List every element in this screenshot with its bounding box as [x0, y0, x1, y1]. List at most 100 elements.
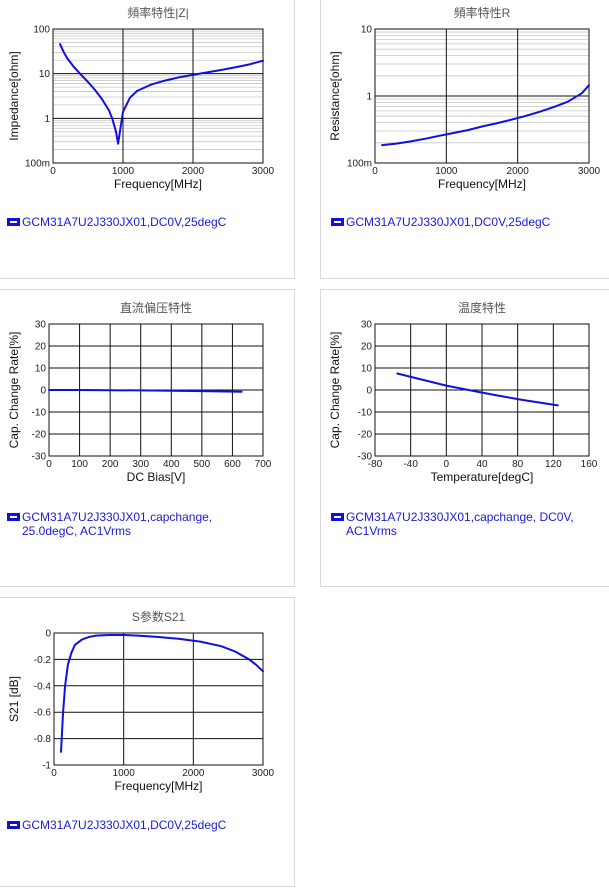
x-tick-label-resistance: 1000 [435, 166, 458, 177]
y-axis-label-resistance: Resistance[ohm] [328, 51, 342, 140]
y-tick-label-s21: -1 [42, 761, 51, 772]
legend-label-dc-bias: GCM31A7U2J330JX01,capchange, 25.0degC, A… [22, 510, 213, 538]
y-tick-label-dc-bias: 20 [35, 342, 47, 353]
y-tick-label-dc-bias: -20 [32, 430, 47, 441]
chart-title-temperature: 温度特性 [458, 300, 506, 315]
y-tick-label-temperature: -10 [358, 408, 373, 419]
x-tick-label-temperature: 120 [545, 459, 562, 470]
x-tick-label-s21: 1000 [113, 768, 136, 779]
legend-label-temperature: GCM31A7U2J330JX01,capchange, DC0V, AC1Vr… [346, 510, 574, 538]
legend-swatch-resistance [331, 218, 344, 226]
y-tick-label-impedance: 100 [33, 25, 50, 36]
series-line-dc-bias [48, 389, 243, 393]
x-tick-label-dc-bias: 600 [224, 459, 241, 470]
y-tick-label-s21: 0 [45, 629, 51, 640]
y-tick-label-temperature: 20 [361, 342, 373, 353]
y-tick-label-resistance: 100m [347, 159, 372, 170]
plot-frame-s21 [53, 632, 264, 766]
y-axis-label-temperature: Cap. Change Rate[%] [328, 332, 342, 449]
plot-frame-resistance [374, 28, 590, 164]
x-tick-label-impedance: 3000 [252, 166, 275, 177]
y-tick-label-resistance: 10 [361, 25, 373, 36]
x-tick-label-dc-bias: 100 [71, 459, 88, 470]
y-tick-label-s21: -0.8 [34, 734, 52, 745]
legend-dc-bias: GCM31A7U2J330JX01,capchange, 25.0degC, A… [7, 510, 252, 538]
x-tick-label-resistance: 0 [372, 166, 378, 177]
series-line-temperature [396, 372, 559, 407]
x-tick-label-dc-bias: 300 [132, 459, 149, 470]
chart-impedance: 0 1000 2000 3000 100m 1 10 100 頻率特性|Z| Frequency[… [7, 5, 275, 191]
x-axis-label-s21: Frequency[MHz] [114, 779, 202, 793]
chart-panel-resistance: 0 1000 2000 3000 100m 1 10 頻率特性R Frequency[MHz] R… [320, 0, 609, 279]
x-tick-label-impedance: 2000 [182, 166, 205, 177]
legend-resistance: GCM31A7U2J330JX01,DC0V,25degC [331, 215, 607, 229]
chart-temperature: -80 -40 0 40 80 120 160 -30 -20 -10 0 10 20 30 温度特性 Tem… [328, 300, 598, 484]
chart-title-impedance: 頻率特性|Z| [127, 5, 189, 20]
y-tick-label-dc-bias: -30 [32, 452, 47, 463]
legend-label-resistance: GCM31A7U2J330JX01,DC0V,25degC [346, 215, 551, 229]
x-tick-label-s21: 0 [51, 768, 57, 779]
y-tick-label-impedance: 10 [39, 69, 51, 80]
y-axis-label-s21: S21 [dB] [7, 676, 21, 722]
x-tick-label-impedance: 0 [50, 166, 56, 177]
y-tick-label-impedance: 1 [44, 114, 50, 125]
y-tick-label-dc-bias: 30 [35, 320, 47, 331]
plot-frame-temperature [374, 323, 590, 457]
x-tick-label-dc-bias: 200 [102, 459, 119, 470]
y-tick-label-dc-bias: 10 [35, 364, 47, 375]
legend-impedance: GCM31A7U2J330JX01,DC0V,25degC [7, 215, 287, 229]
y-tick-label-temperature: 10 [361, 364, 373, 375]
series-line-impedance [59, 43, 264, 145]
y-tick-label-s21: -0.4 [34, 681, 52, 692]
legend-swatch-temperature [331, 513, 344, 521]
legend-swatch-s21 [7, 821, 20, 829]
y-tick-label-resistance: 1 [366, 92, 372, 103]
plot-frame-impedance [52, 28, 264, 164]
x-tick-label-dc-bias: 400 [163, 459, 180, 470]
chart-title-resistance: 頻率特性R [454, 5, 511, 20]
y-tick-label-s21: -0.2 [34, 655, 52, 666]
x-tick-label-temperature: 40 [476, 459, 488, 470]
chart-resistance: 0 1000 2000 3000 100m 1 10 頻率特性R Frequency[MHz] R… [328, 5, 601, 191]
y-tick-label-dc-bias: -10 [32, 408, 47, 419]
y-tick-label-temperature: -30 [358, 452, 373, 463]
legend-temperature: GCM31A7U2J330JX01,capchange, DC0V, AC1Vr… [331, 510, 603, 538]
x-tick-label-dc-bias: 500 [194, 459, 211, 470]
y-axis-label-impedance: Impedance[ohm] [7, 51, 21, 140]
y-tick-label-impedance: 100m [25, 159, 50, 170]
legend-label-s21: GCM31A7U2J330JX01,DC0V,25degC [22, 818, 227, 832]
x-tick-label-temperature: 80 [512, 459, 524, 470]
x-tick-label-temperature: 0 [444, 459, 450, 470]
series-line-s21 [60, 634, 264, 753]
y-tick-label-temperature: 0 [366, 386, 372, 397]
x-tick-label-resistance: 2000 [507, 166, 530, 177]
x-axis-label-temperature: Temperature[degC] [431, 470, 534, 484]
x-tick-label-s21: 2000 [182, 768, 205, 779]
x-axis-label-resistance: Frequency[MHz] [438, 177, 526, 191]
x-tick-label-resistance: 3000 [578, 166, 601, 177]
x-tick-label-temperature: -40 [403, 459, 418, 470]
y-tick-label-s21: -0.6 [34, 708, 52, 719]
chart-title-s21: S参数S21 [132, 609, 186, 624]
x-axis-label-impedance: Frequency[MHz] [114, 177, 202, 191]
chart-panel-dc-bias: 0 100 200 300 400 500 600 700 -30 -20 -10 0 10 20 30 直流… [0, 289, 295, 587]
x-tick-label-impedance: 1000 [112, 166, 135, 177]
legend-label-impedance: GCM31A7U2J330JX01,DC0V,25degC [22, 215, 227, 229]
x-tick-label-dc-bias: 0 [46, 459, 52, 470]
chart-dc-bias: 0 100 200 300 400 500 600 700 -30 -20 -10 0 10 20 30 直流… [7, 300, 272, 484]
legend-swatch-dc-bias [7, 513, 20, 521]
chart-panel-impedance: 0 1000 2000 3000 100m 1 10 100 頻率特性|Z| Frequency[… [0, 0, 295, 279]
chart-s21: 0 1000 2000 3000 -1 -0.8 -0.6 -0.4 -0.2 0 S参数S21 Fr… [7, 609, 275, 793]
chart-panel-s21: 0 1000 2000 3000 -1 -0.8 -0.6 -0.4 -0.2 0 S参数S21 Fr… [0, 597, 295, 887]
legend-s21: GCM31A7U2J330JX01,DC0V,25degC [7, 818, 287, 832]
x-axis-label-dc-bias: DC Bias[V] [127, 470, 186, 484]
x-tick-label-s21: 3000 [252, 768, 275, 779]
x-tick-label-dc-bias: 700 [255, 459, 272, 470]
x-tick-label-temperature: 160 [581, 459, 598, 470]
legend-swatch-impedance [7, 218, 20, 226]
chart-panel-temperature: -80 -40 0 40 80 120 160 -30 -20 -10 0 10 20 30 温度特性 Tem… [320, 289, 609, 587]
y-axis-label-dc-bias: Cap. Change Rate[%] [7, 332, 21, 449]
y-tick-label-temperature: 30 [361, 320, 373, 331]
chart-title-dc-bias: 直流偏压特性 [120, 300, 192, 315]
y-tick-label-temperature: -20 [358, 430, 373, 441]
